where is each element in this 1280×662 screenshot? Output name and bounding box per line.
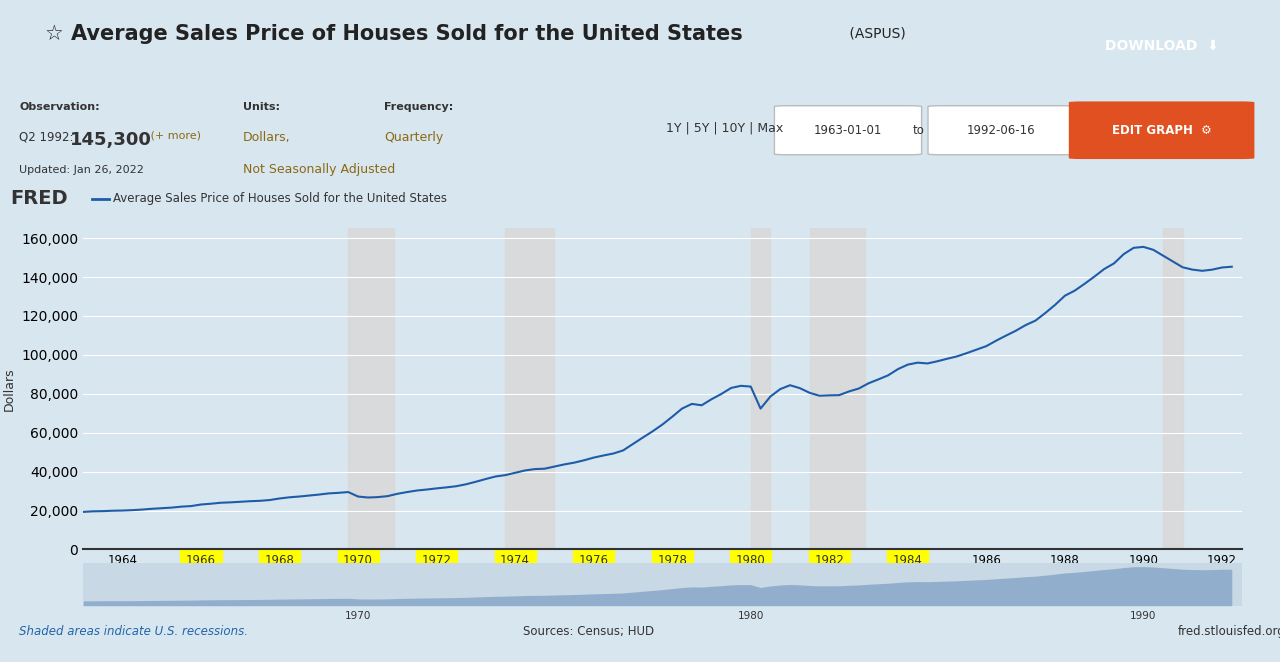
- Text: ☆ Average Sales Price of Houses Sold for the United States: ☆ Average Sales Price of Houses Sold for…: [45, 24, 742, 44]
- Text: (+ more): (+ more): [147, 130, 201, 141]
- Bar: [751, 228, 771, 549]
- Text: Sources: Census; HUD: Sources: Census; HUD: [524, 624, 654, 638]
- Text: Dollars,: Dollars,: [243, 130, 291, 144]
- Bar: [1164, 228, 1183, 549]
- Text: Average Sales Price of Houses Sold for the United States: Average Sales Price of Houses Sold for t…: [113, 192, 447, 205]
- FancyBboxPatch shape: [928, 106, 1075, 155]
- Bar: [810, 228, 865, 549]
- FancyBboxPatch shape: [1069, 101, 1254, 159]
- Text: 1992-06-16: 1992-06-16: [966, 124, 1036, 137]
- Text: Updated: Jan 26, 2022: Updated: Jan 26, 2022: [19, 165, 145, 175]
- Text: to: to: [913, 124, 925, 137]
- Text: Units:: Units:: [243, 102, 280, 113]
- Text: EDIT GRAPH  ⚙: EDIT GRAPH ⚙: [1112, 124, 1212, 137]
- Text: DOWNLOAD  ⬇: DOWNLOAD ⬇: [1105, 39, 1219, 53]
- FancyBboxPatch shape: [774, 106, 922, 155]
- Text: (ASPUS): (ASPUS): [845, 27, 905, 41]
- Text: FRED: FRED: [10, 189, 68, 208]
- Text: Shaded areas indicate U.S. recessions.: Shaded areas indicate U.S. recessions.: [19, 624, 248, 638]
- Text: 1963-01-01: 1963-01-01: [813, 124, 882, 137]
- Text: fred.stlouisfed.org: fred.stlouisfed.org: [1178, 624, 1280, 638]
- Text: Quarterly: Quarterly: [384, 130, 443, 144]
- Bar: [506, 228, 554, 549]
- Y-axis label: Dollars: Dollars: [3, 367, 15, 410]
- Text: 1Y | 5Y | 10Y | Max: 1Y | 5Y | 10Y | Max: [666, 122, 783, 134]
- Text: Observation:: Observation:: [19, 102, 100, 113]
- Text: Not Seasonally Adjusted: Not Seasonally Adjusted: [243, 163, 396, 175]
- Bar: [348, 228, 394, 549]
- Text: Frequency:: Frequency:: [384, 102, 453, 113]
- Text: 145,300: 145,300: [70, 130, 152, 149]
- Text: Q2 1992:: Q2 1992:: [19, 130, 81, 144]
